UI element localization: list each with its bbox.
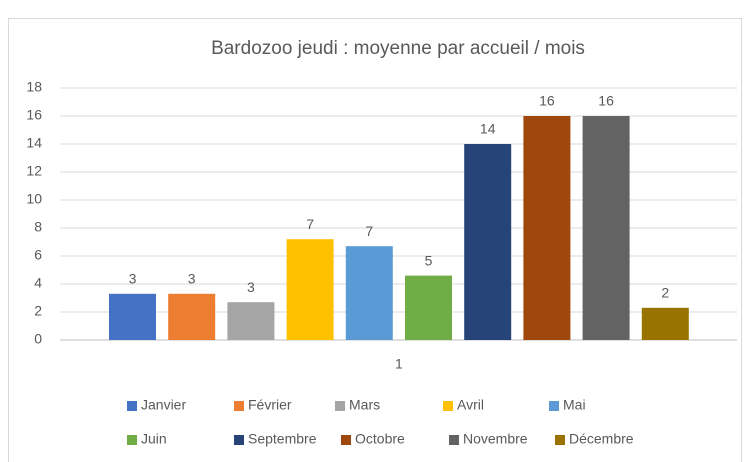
y-tick-label: 4: [34, 275, 42, 291]
bar: [345, 246, 393, 340]
legend-label: Janvier: [141, 397, 186, 413]
data-label: 7: [306, 216, 314, 232]
chart-title: Bardozoo jeudi : moyenne par accueil / m…: [211, 38, 585, 59]
legend-marker: [127, 401, 137, 411]
chart-frame: [8, 18, 742, 462]
data-label: 3: [129, 271, 137, 287]
bar: [523, 116, 571, 340]
legend-marker: [127, 435, 137, 445]
legend-label: Septembre: [248, 431, 317, 447]
legend-marker: [341, 435, 351, 445]
legend-label: Octobre: [355, 431, 405, 447]
y-tick-label: 14: [26, 135, 42, 151]
bar: [168, 293, 216, 340]
data-label: 16: [539, 93, 555, 109]
legend-marker: [549, 401, 559, 411]
y-tick-label: 10: [26, 191, 42, 207]
x-tick-label: 1: [395, 356, 403, 372]
bar: [286, 239, 334, 340]
data-label: 3: [188, 271, 196, 287]
y-tick-label: 16: [26, 107, 42, 123]
legend-label: Février: [248, 397, 292, 413]
legend-label: Juin: [141, 431, 167, 447]
bar: [464, 144, 512, 340]
bar: [641, 307, 689, 340]
legend-label: Mai: [563, 397, 586, 413]
legend-marker: [335, 401, 345, 411]
legend-label: Décembre: [569, 431, 634, 447]
y-tick-label: 2: [34, 303, 42, 319]
bar: [227, 302, 275, 340]
bar: [405, 275, 452, 340]
y-tick-label: 6: [34, 247, 42, 263]
legend-label: Mars: [349, 397, 380, 413]
y-tick-label: 0: [34, 331, 42, 347]
data-label: 7: [365, 223, 373, 239]
data-label: 2: [661, 285, 669, 301]
data-label: 3: [247, 279, 255, 295]
legend-label: Avril: [457, 397, 484, 413]
y-tick-label: 18: [26, 79, 42, 95]
data-label: 5: [425, 252, 433, 268]
legend-marker: [449, 435, 459, 445]
legend-marker: [234, 435, 244, 445]
data-label: 16: [598, 93, 614, 109]
bar: [582, 116, 630, 340]
legend-label: Novembre: [463, 431, 528, 447]
legend-marker: [443, 401, 453, 411]
legend-marker: [234, 401, 244, 411]
legend-marker: [555, 435, 565, 445]
data-label: 14: [480, 121, 496, 137]
bar: [109, 293, 156, 340]
y-tick-label: 8: [34, 219, 42, 235]
y-tick-label: 12: [26, 163, 42, 179]
